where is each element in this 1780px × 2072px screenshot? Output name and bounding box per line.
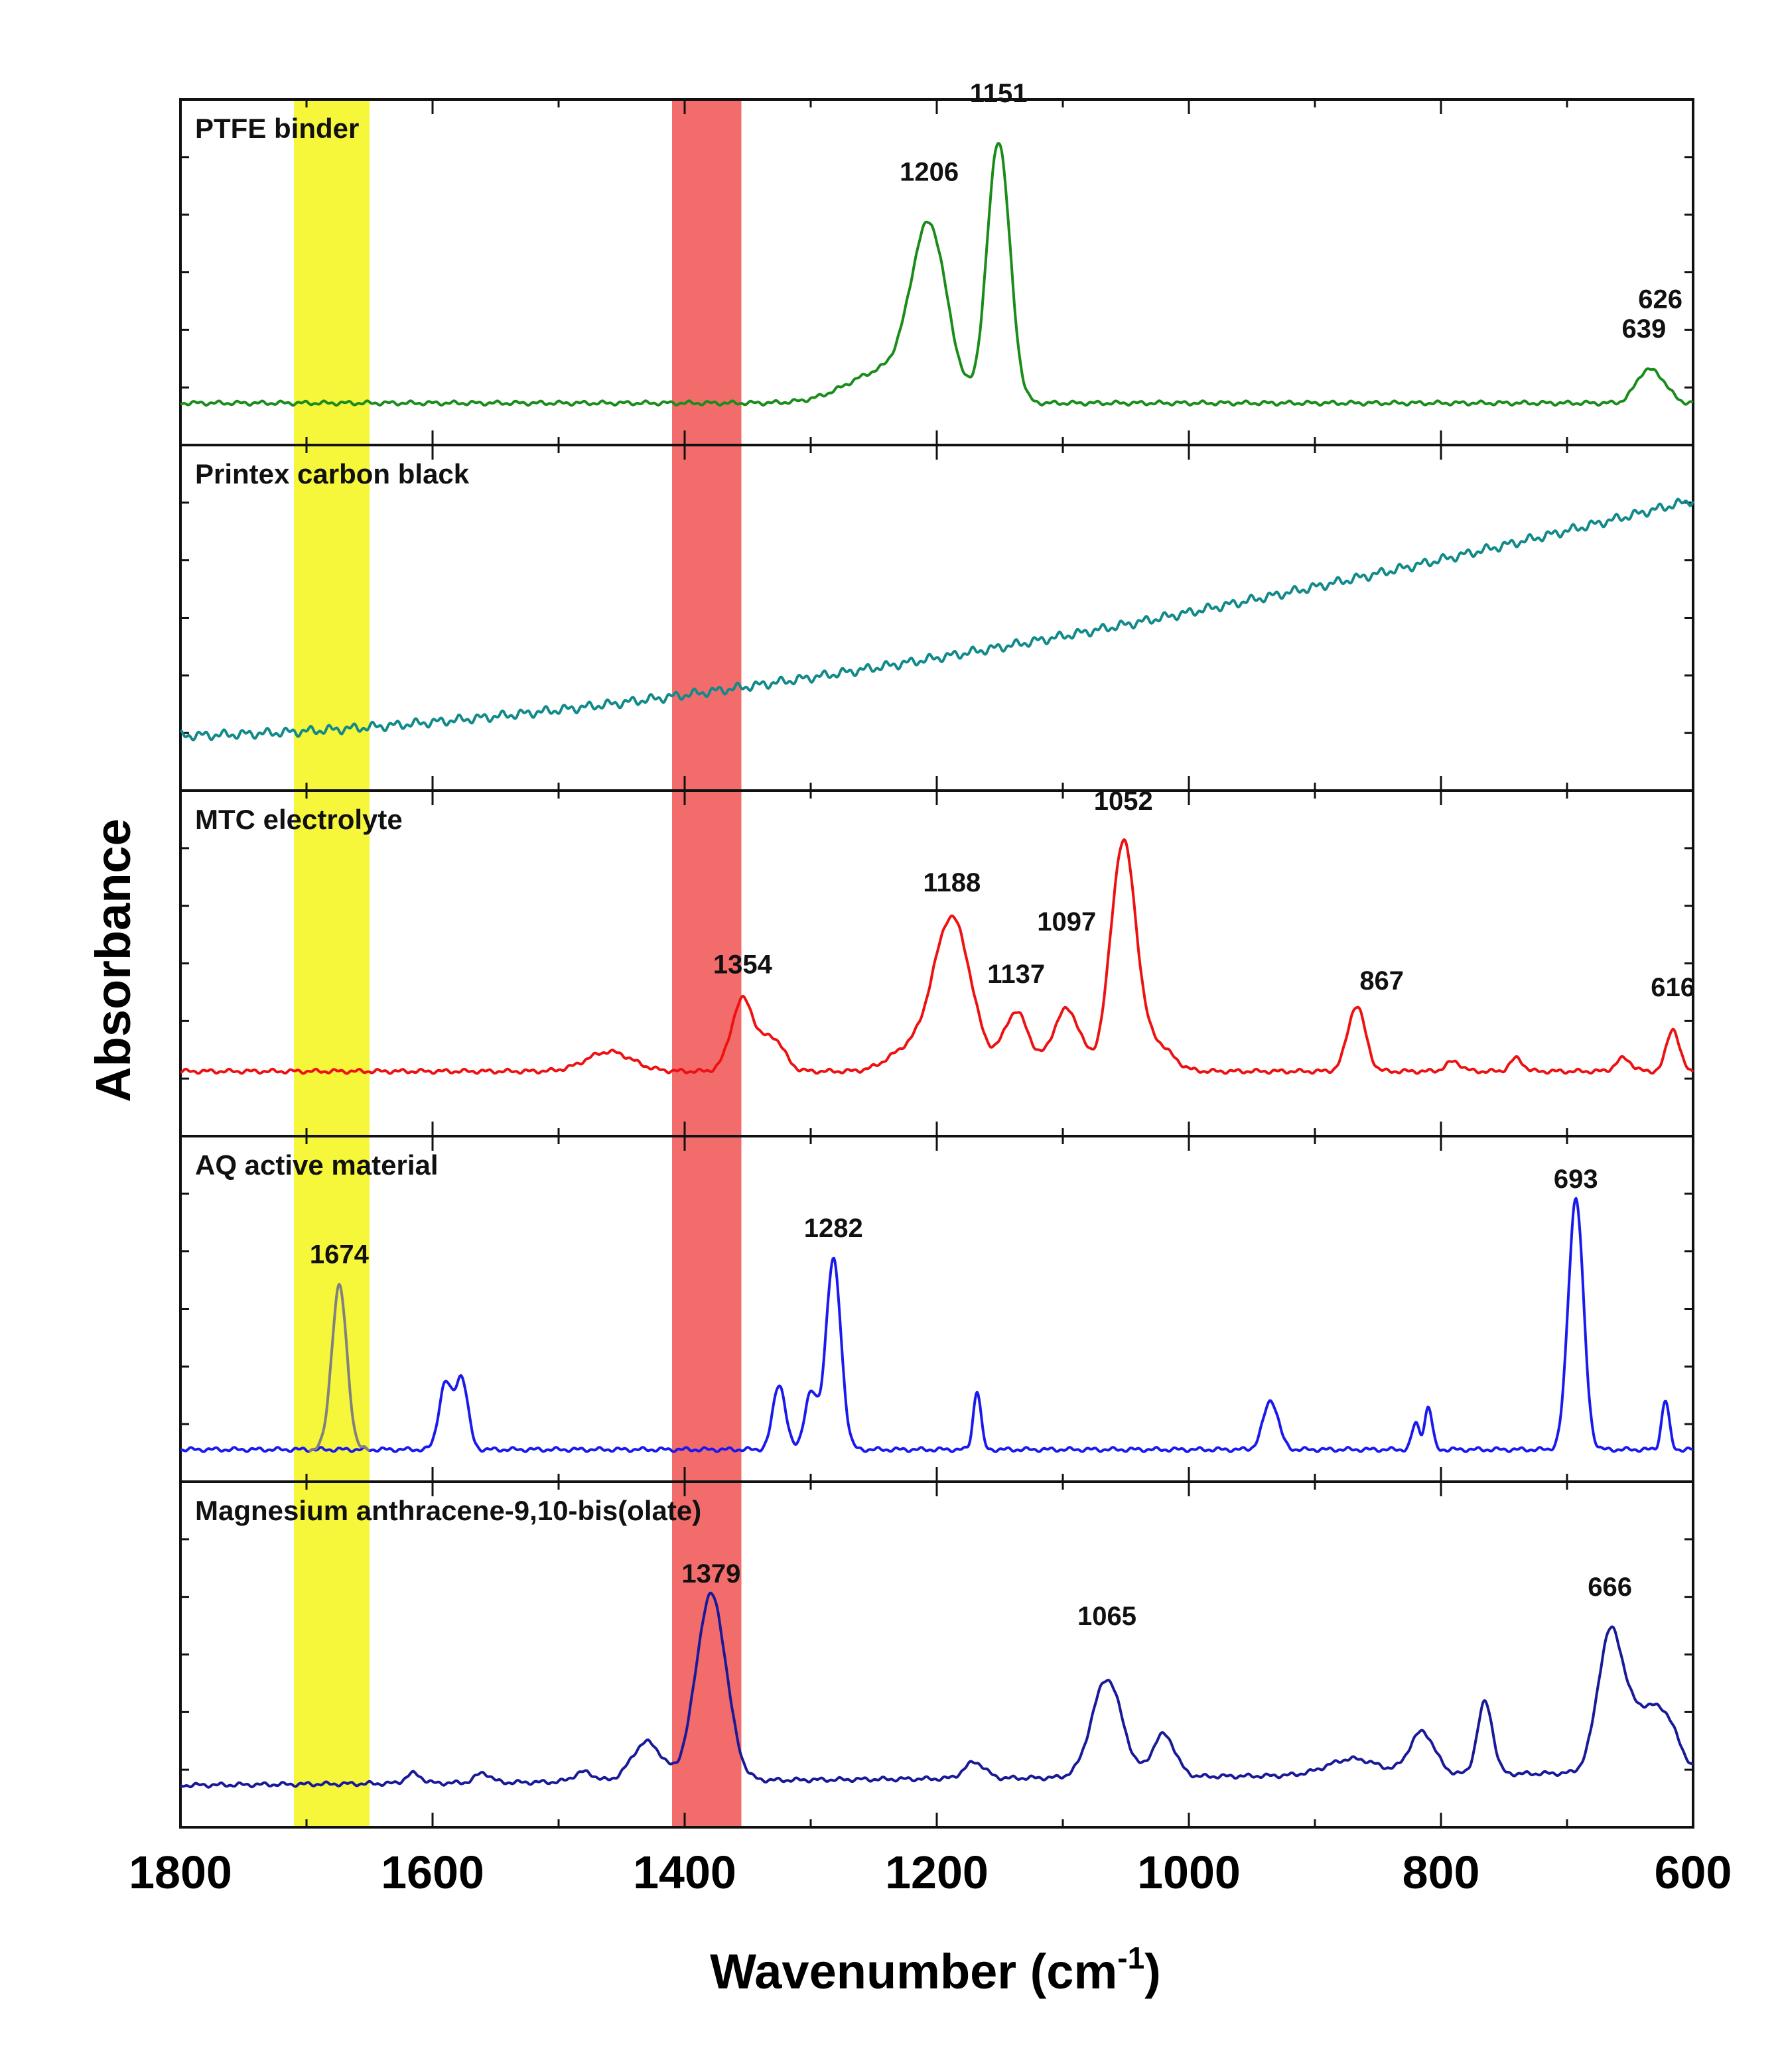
spectrum-line-mg	[179, 1591, 1694, 1789]
x-axis-title-close: )	[1144, 1944, 1161, 1999]
y-axis-title: Absorbance	[86, 818, 141, 1102]
peak-label-aq-693: 693	[1554, 1165, 1598, 1194]
spectrum-line-aq	[180, 1197, 1694, 1453]
panel-title-printex: Printex carbon black	[195, 458, 470, 489]
axis-ticks	[179, 99, 1694, 1827]
x-tick-label: 1800	[129, 1846, 232, 1898]
x-tick-label: 1200	[885, 1846, 989, 1898]
x-axis-title: Wavenumber (cm-1)	[710, 1941, 1161, 1999]
spectrum-peak-aq-1674	[308, 1282, 370, 1453]
yellow-band	[294, 99, 370, 1827]
panel-title-mg: Magnesium anthracene-9,10-bis(olate)	[195, 1495, 701, 1526]
panel-title-aq: AQ active material	[195, 1149, 439, 1181]
peak-label-ptfe-1206: 1206	[900, 157, 959, 186]
x-tick-label: 1400	[633, 1846, 736, 1898]
panel-titles: PTFE binder Printex carbon black MTC elect…	[195, 113, 701, 1526]
peak-label-mg-1065: 1065	[1077, 1602, 1136, 1631]
peak-label-mg-1379: 1379	[681, 1559, 740, 1588]
peak-label-ptfe-1151: 1151	[970, 79, 1028, 108]
peak-label-mtc-1052: 1052	[1094, 787, 1153, 816]
peak-label-aq-1674: 1674	[310, 1240, 370, 1269]
x-tick-label: 800	[1403, 1846, 1480, 1898]
peak-label-mtc-1137: 1137	[987, 960, 1045, 989]
red-band	[672, 99, 742, 1827]
peak-label-mtc-1188: 1188	[923, 868, 981, 897]
x-axis-title-superscript: -1	[1117, 1941, 1144, 1975]
highlight-bands	[294, 99, 742, 1827]
peak-label-mtc-1097: 1097	[1037, 907, 1096, 937]
peak-label-mtc-867: 867	[1359, 966, 1404, 996]
panel-title-ptfe: PTFE binder	[195, 113, 359, 144]
spectrum-line-printex	[180, 497, 1694, 742]
peak-label-mtc-616: 616	[1651, 973, 1695, 1002]
panel-title-mtc: MTC electrolyte	[195, 804, 403, 835]
peak-label-ptfe-626: 626	[1638, 285, 1682, 314]
spectra-curves	[179, 142, 1694, 1789]
spectrum-line-ptfe	[180, 142, 1694, 407]
peak-label-ptfe-639: 639	[1622, 314, 1667, 344]
x-tick-labels: 1800 1600 1400 1200 1000 800 600	[129, 1846, 1732, 1898]
peak-label-mtc-1354: 1354	[713, 950, 773, 979]
x-tick-label: 1600	[381, 1846, 484, 1898]
x-tick-label: 1000	[1137, 1846, 1241, 1898]
x-axis-title-text: Wavenumber (cm	[710, 1944, 1117, 1999]
peak-label-mg-666: 666	[1588, 1573, 1632, 1602]
peak-label-aq-1282: 1282	[804, 1214, 863, 1243]
x-tick-label: 600	[1655, 1846, 1732, 1898]
spectrum-line-mtc	[180, 838, 1694, 1075]
